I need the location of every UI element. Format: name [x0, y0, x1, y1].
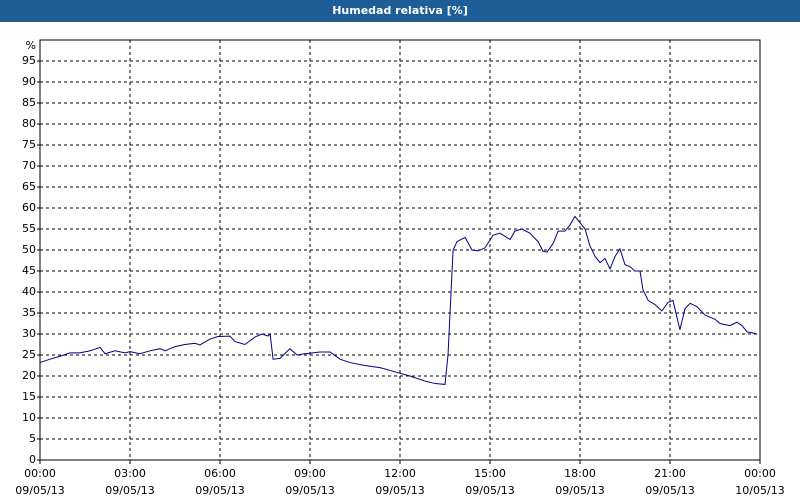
y-tick-label: 80 [22, 117, 36, 130]
x-tick-date: 09/05/13 [465, 484, 514, 497]
x-tick-label: 15:00 [474, 467, 506, 480]
x-tick-label: 00:00 [744, 467, 776, 480]
y-tick-label: 40 [22, 285, 36, 298]
x-tick-label: 12:00 [384, 467, 416, 480]
y-tick-label: 95 [22, 54, 36, 67]
y-tick-label: 85 [22, 96, 36, 109]
y-tick-label: 20 [22, 369, 36, 382]
y-tick-label: 50 [22, 243, 36, 256]
x-tick-label: 18:00 [564, 467, 596, 480]
x-tick-date: 09/05/13 [285, 484, 334, 497]
y-tick-label: 25 [22, 348, 36, 361]
y-tick-label: 15 [22, 390, 36, 403]
x-tick-date: 09/05/13 [195, 484, 244, 497]
y-tick-label: 45 [22, 264, 36, 277]
title-bar: Humedad relativa [%] [0, 0, 800, 22]
y-tick-label: 55 [22, 222, 36, 235]
data-line [39, 215, 758, 385]
y-tick-label: 75 [22, 138, 36, 151]
y-tick-label: 90 [22, 75, 36, 88]
x-tick-date: 09/05/13 [15, 484, 64, 497]
y-tick-label: 70 [22, 159, 36, 172]
y-tick-label: 30 [22, 327, 36, 340]
y-tick-label: 10 [22, 411, 36, 424]
x-tick-date: 09/05/13 [375, 484, 424, 497]
x-tick-label: 00:00 [24, 467, 56, 480]
x-tick-label: 21:00 [654, 467, 686, 480]
y-tick-label: 60 [22, 201, 36, 214]
x-tick-date: 09/05/13 [105, 484, 154, 497]
y-tick-label: 65 [22, 180, 36, 193]
y-tick-label: 35 [22, 306, 36, 319]
y-axis-label: % [26, 39, 36, 52]
y-tick-label: 5 [29, 432, 36, 445]
x-tick-label: 03:00 [114, 467, 146, 480]
y-tick-label: 0 [29, 453, 36, 466]
x-tick-label: 09:00 [294, 467, 326, 480]
x-tick-label: 06:00 [204, 467, 236, 480]
x-tick-date: 10/05/13 [735, 484, 784, 497]
x-tick-date: 09/05/13 [645, 484, 694, 497]
x-tick-date: 09/05/13 [555, 484, 604, 497]
